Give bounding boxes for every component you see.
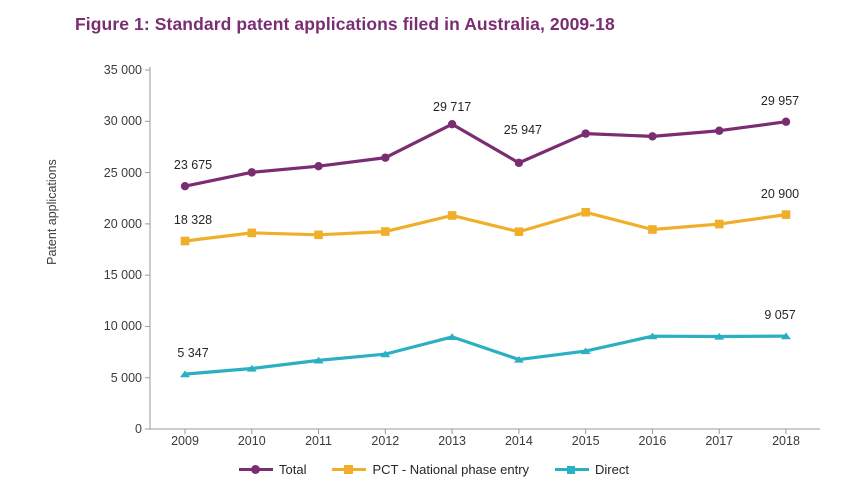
data-point-marker	[648, 132, 657, 141]
legend-item-total[interactable]: Total	[239, 462, 306, 477]
legend-item-direct[interactable]: Direct	[555, 462, 629, 477]
y-axis-tick-label: 20 000	[103, 216, 142, 231]
data-point-marker	[313, 356, 324, 364]
data-point-label: 25 947	[503, 122, 542, 137]
data-point-marker	[714, 219, 724, 229]
data-point-marker	[514, 227, 524, 237]
data-point-marker	[314, 162, 323, 171]
series-total	[180, 117, 791, 191]
data-point-label: 18 328	[173, 213, 213, 227]
x-axis-tick-label: 2012	[371, 434, 400, 448]
data-point-marker	[381, 227, 390, 236]
data-point-label: 5 347	[177, 346, 209, 361]
y-axis-tick-label: 0	[135, 422, 142, 436]
x-axis-tick-label: 2013	[438, 434, 467, 448]
data-point-marker	[514, 158, 524, 168]
series-pct-national-phase-entry	[180, 207, 791, 246]
x-axis-tick-label: 2018	[772, 434, 800, 448]
data-point-marker	[581, 207, 590, 217]
data-point-marker	[314, 230, 323, 240]
x-axis-tick-label: 2009	[171, 434, 199, 448]
chart-series	[180, 117, 791, 378]
data-point-marker	[180, 370, 190, 378]
data-point-marker	[781, 210, 791, 219]
data-point-label: 29 957	[760, 93, 800, 108]
data-point-marker	[247, 228, 257, 238]
data-point-marker	[715, 126, 724, 135]
y-axis-title: Patent applications	[45, 159, 59, 265]
legend-label: Total	[279, 462, 307, 477]
page-title: Figure 1: Standard patent applications f…	[75, 14, 615, 34]
data-point-marker	[180, 181, 190, 191]
legend-swatch-icon	[239, 463, 273, 477]
data-point-marker	[180, 236, 190, 246]
data-point-marker	[447, 211, 457, 220]
y-axis-tick-label: 30 000	[103, 114, 142, 129]
y-axis-tick-label: 35 000	[103, 63, 142, 77]
data-point-marker	[781, 332, 791, 340]
data-point-label: 20 900	[760, 186, 800, 201]
data-point-marker	[246, 364, 257, 372]
legend-swatch-icon	[332, 463, 367, 477]
data-point-marker	[380, 350, 391, 358]
data-point-marker	[513, 355, 524, 363]
data-point-marker	[381, 153, 390, 162]
x-axis-tick-label: 2010	[237, 434, 266, 448]
series-direct	[180, 332, 791, 378]
legend-label: Direct	[595, 462, 629, 477]
data-point-marker	[647, 332, 658, 340]
legend-swatch-icon	[555, 463, 590, 477]
y-axis-tick-label: 15 000	[103, 268, 142, 283]
x-axis-tick-label: 2017	[705, 434, 734, 448]
data-point-marker	[580, 347, 591, 355]
y-axis-tick-label: 25 000	[103, 165, 142, 180]
chart-axes	[145, 67, 820, 434]
data-point-label: 23 675	[173, 158, 213, 173]
data-point-marker	[648, 225, 657, 234]
data-point-marker	[581, 129, 590, 138]
chart-legend: Total PCT - National phase entry Direct	[0, 462, 868, 477]
data-point-label: 29 717	[432, 100, 472, 115]
x-axis-tick-label: 2015	[571, 434, 600, 448]
x-axis-tick-label: 2014	[504, 434, 533, 448]
data-point-marker	[447, 119, 457, 129]
data-point-marker	[781, 117, 791, 126]
legend-label: PCT - National phase entry	[372, 462, 530, 477]
legend-item-pct-national-phase-entry[interactable]: PCT - National phase entry	[332, 462, 529, 477]
data-point-marker	[714, 332, 725, 340]
y-axis-tick-label: 10 000	[103, 319, 142, 334]
data-point-marker	[247, 168, 256, 177]
x-axis-tick-label: 2016	[638, 434, 667, 448]
x-axis-tick-label: 2011	[305, 434, 332, 448]
data-point-label: 9 057	[764, 308, 796, 323]
y-axis-tick-label: 5 000	[110, 370, 142, 385]
data-point-marker	[447, 333, 458, 340]
